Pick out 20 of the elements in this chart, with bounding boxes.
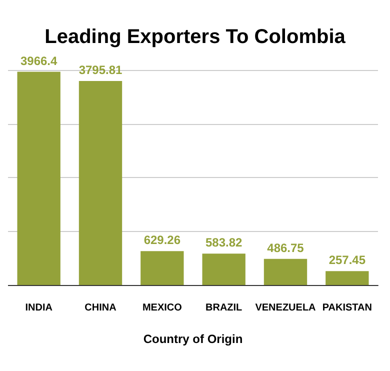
x-tick-label: VENEZUELA (255, 302, 316, 314)
x-axis-title: Country of Origin (143, 332, 243, 346)
x-tick-label: BRAZIL (205, 302, 242, 314)
data-label: 583.82 (205, 236, 243, 250)
x-tick-label: PAKISTAN (322, 302, 372, 314)
data-label: 486.75 (267, 240, 304, 255)
data-label: 629.26 (144, 233, 181, 248)
bar (202, 254, 246, 285)
x-tick-label: MEXICO (142, 302, 182, 314)
data-label: 257.45 (328, 253, 366, 268)
data-label: 3966.4 (20, 54, 58, 68)
chart-title: Leading Exporters To Colombia (44, 26, 346, 48)
bar (264, 258, 308, 285)
bar (140, 251, 184, 285)
x-tick-label: CHINA (84, 302, 116, 314)
bar (326, 271, 369, 285)
data-label: 3795.81 (78, 62, 123, 77)
bar (17, 72, 60, 285)
bar (78, 80, 122, 285)
x-tick-label: INDIA (25, 302, 52, 314)
